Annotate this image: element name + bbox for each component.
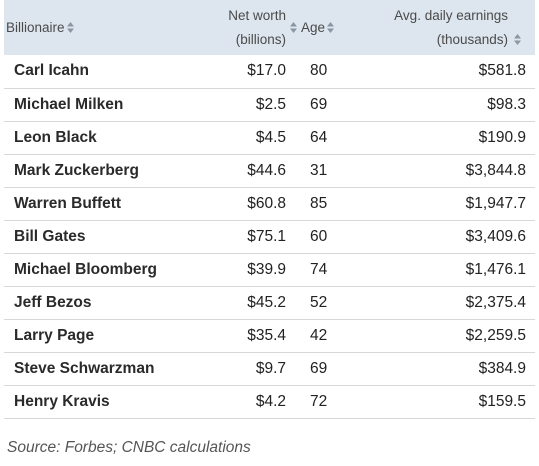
cell-billionaire: Henry Kravis <box>14 392 110 410</box>
cell-net-worth: $35.4 <box>247 326 286 344</box>
table-row: Jeff Bezos $45.2 52 $2,375.4 <box>4 286 535 319</box>
table-row: Steve Schwarzman $9.7 69 $384.9 <box>4 352 535 385</box>
cell-billionaire: Larry Page <box>14 326 95 344</box>
cell-age: 74 <box>310 260 328 278</box>
cell-avg-daily-earnings: $2,375.4 <box>465 293 526 311</box>
column-header-net-worth[interactable]: Net worth (billions) <box>208 0 286 55</box>
table-row: Mark Zuckerberg $44.6 31 $3,844.8 <box>4 154 535 187</box>
cell-billionaire: Michael Bloomberg <box>14 260 157 278</box>
table-row: Michael Bloomberg $39.9 74 $1,476.1 <box>4 253 535 286</box>
table-row: Michael Milken $2.5 69 $98.3 <box>4 88 535 121</box>
cell-billionaire: Mark Zuckerberg <box>14 161 139 179</box>
column-label-net-worth-unit: (billions) <box>235 31 286 47</box>
sort-arrows-icon[interactable] <box>66 22 74 34</box>
cell-billionaire: Bill Gates <box>14 227 86 245</box>
cell-age: 69 <box>310 359 328 377</box>
cell-age: 72 <box>310 392 328 410</box>
cell-net-worth: $9.7 <box>255 359 286 377</box>
table-header: Billionaire Net worth (billions) Age <box>4 0 535 55</box>
cell-net-worth: $75.1 <box>247 227 286 245</box>
cell-age: 42 <box>310 326 328 344</box>
cell-billionaire: Warren Buffett <box>14 194 122 212</box>
table-row: Larry Page $35.4 42 $2,259.5 <box>4 319 535 352</box>
cell-avg-daily-earnings: $3,844.8 <box>465 161 526 179</box>
cell-age: 52 <box>310 293 328 311</box>
cell-net-worth: $39.9 <box>247 260 286 278</box>
column-header-avg-daily-earnings[interactable]: Avg. daily earnings (thousands) <box>336 0 535 55</box>
cell-avg-daily-earnings: $2,259.5 <box>465 326 526 344</box>
cell-age: 69 <box>310 95 328 113</box>
cell-billionaire: Carl Icahn <box>14 62 89 80</box>
column-label-net-worth: Net worth <box>228 7 286 23</box>
cell-net-worth: $45.2 <box>247 293 286 311</box>
billionaire-table: Billionaire Net worth (billions) Age <box>4 0 535 419</box>
sort-arrows-icon[interactable] <box>514 34 521 46</box>
cell-age: 60 <box>310 227 328 245</box>
cell-net-worth: $44.6 <box>247 161 286 179</box>
cell-avg-daily-earnings: $1,476.1 <box>465 260 526 278</box>
cell-avg-daily-earnings: $1,947.7 <box>465 194 526 212</box>
cell-net-worth: $60.8 <box>247 194 286 212</box>
cell-net-worth: $4.5 <box>255 128 286 146</box>
sort-arrows-icon[interactable] <box>327 22 335 34</box>
cell-net-worth: $4.2 <box>255 392 286 410</box>
cell-avg-daily-earnings: $3,409.6 <box>465 227 526 245</box>
cell-avg-daily-earnings: $98.3 <box>487 95 526 113</box>
cell-billionaire: Michael Milken <box>14 95 124 113</box>
cell-age: 31 <box>310 161 328 179</box>
table-row: Leon Black $4.5 64 $190.9 <box>4 121 535 154</box>
column-header-billionaire[interactable]: Billionaire <box>4 0 208 55</box>
source-note: Source: Forbes; CNBC calculations <box>7 439 251 456</box>
table-row: Henry Kravis $4.2 72 $159.5 <box>4 385 535 418</box>
column-label-billionaire: Billionaire <box>6 19 65 35</box>
cell-avg-daily-earnings: $159.5 <box>478 392 526 410</box>
billionaire-table-container: Billionaire Net worth (billions) Age <box>4 0 535 419</box>
table-row: Bill Gates $75.1 60 $3,409.6 <box>4 220 535 253</box>
cell-avg-daily-earnings: $190.9 <box>478 128 526 146</box>
column-label-age: Age <box>301 19 326 35</box>
sort-arrows-icon[interactable] <box>290 22 297 34</box>
cell-avg-daily-earnings: $581.8 <box>478 62 526 80</box>
cell-age: 85 <box>310 194 328 212</box>
cell-avg-daily-earnings: $384.9 <box>478 359 526 377</box>
cell-age: 80 <box>310 62 328 80</box>
header-row: Billionaire Net worth (billions) Age <box>4 0 535 55</box>
cell-billionaire: Jeff Bezos <box>14 293 92 311</box>
column-header-age[interactable]: Age <box>286 0 336 55</box>
table-body: Carl Icahn $17.0 80 $581.8 Michael Milke… <box>4 55 535 418</box>
cell-age: 64 <box>310 128 328 146</box>
column-label-avg-daily-earnings: Avg. daily earnings <box>394 7 508 23</box>
cell-billionaire: Leon Black <box>14 128 97 146</box>
column-label-avg-daily-earnings-unit: (thousands) <box>436 31 508 47</box>
cell-net-worth: $17.0 <box>247 62 286 80</box>
table-row: Warren Buffett $60.8 85 $1,947.7 <box>4 187 535 220</box>
table-row: Carl Icahn $17.0 80 $581.8 <box>4 55 535 88</box>
cell-billionaire: Steve Schwarzman <box>14 359 155 377</box>
cell-net-worth: $2.5 <box>255 95 286 113</box>
